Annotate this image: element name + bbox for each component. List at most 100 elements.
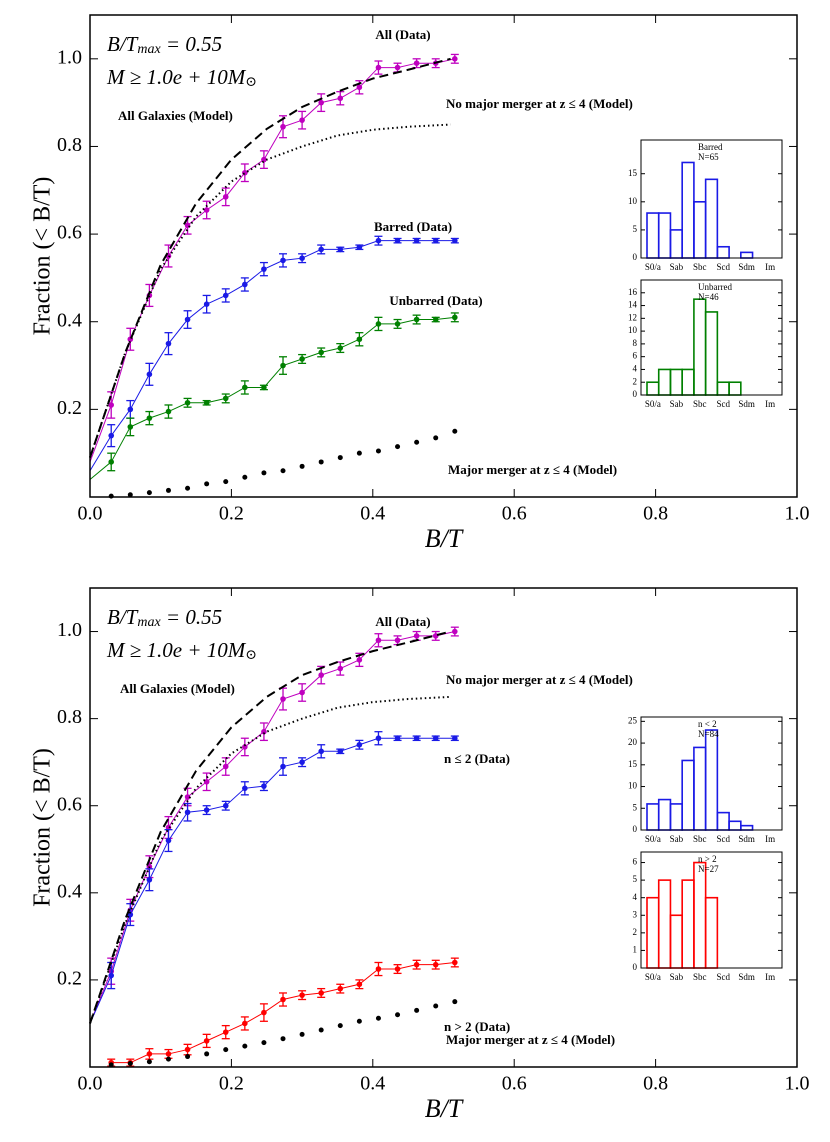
data-point: [337, 455, 343, 461]
x-tick-label: 0.4: [360, 503, 385, 525]
data-point: [165, 408, 172, 415]
data-point: [375, 1015, 381, 1021]
data-point: [299, 759, 305, 765]
annotation: M ≥ 1.0e + 10M⊙: [106, 65, 257, 91]
y-tick-label: 3: [633, 909, 638, 919]
annotation: B/Tmax = 0.55: [107, 605, 222, 631]
data-point: [127, 424, 134, 430]
y-tick-label: 4: [633, 892, 638, 902]
data-point: [452, 735, 458, 742]
x-tick-label: 0.4: [360, 1073, 385, 1095]
data-point: [432, 961, 439, 968]
x-tick-label: Sdm: [738, 399, 755, 409]
data-point: [356, 336, 363, 343]
inset-subtitle: N=65: [698, 152, 719, 162]
data-point: [261, 156, 267, 163]
y-tick-label: 1.0: [57, 619, 82, 641]
data-point: [146, 490, 152, 496]
annotation: M ≥ 1.0e + 10M⊙: [106, 638, 257, 664]
x-tick-label: Scd: [716, 262, 730, 272]
y-tick-label: 5: [633, 874, 638, 884]
data-point: [222, 802, 229, 809]
x-tick-label: Scd: [716, 972, 730, 982]
data-point: [146, 1059, 152, 1065]
data-point: [261, 783, 267, 789]
series-line: [89, 630, 451, 1024]
data-point: [280, 763, 286, 770]
inset-subtitle: N=27: [698, 864, 719, 874]
data-point: [337, 985, 344, 992]
data-point: [318, 99, 324, 106]
annotation-part: M ≥ 1.0e + 10M: [106, 65, 247, 89]
annotation-part: max: [137, 42, 161, 57]
data-point: [203, 301, 210, 308]
data-point: [165, 340, 172, 347]
data-point: [318, 672, 324, 678]
data-point: [242, 744, 248, 750]
data-point: [108, 493, 114, 499]
data-point: [242, 281, 248, 288]
y-axis-label: Fraction (< B/T): [30, 177, 56, 336]
data-point: [185, 485, 191, 491]
data-point: [280, 996, 286, 1003]
data-point: [184, 316, 191, 323]
x-tick-label: Sab: [670, 972, 684, 982]
data-point: [242, 1020, 248, 1027]
x-tick-label: 1.0: [785, 503, 810, 525]
x-tick-label: Scd: [716, 834, 730, 844]
data-point: [452, 56, 458, 62]
data-point: [108, 1062, 114, 1068]
data-point: [414, 439, 420, 445]
x-tick-label: Sbc: [693, 262, 707, 272]
data-point: [108, 432, 115, 439]
data-point: [394, 64, 401, 71]
data-point: [356, 981, 363, 988]
data-point: [433, 435, 439, 441]
data-point: [318, 246, 324, 253]
data-point: [299, 356, 305, 362]
data-point: [223, 479, 229, 485]
data-point: [222, 763, 229, 770]
inset-title: Barred: [698, 142, 723, 152]
x-tick-label: Sab: [670, 834, 684, 844]
data-point: [261, 470, 267, 476]
data-point: [203, 1038, 210, 1044]
x-tick-label: 0.2: [219, 503, 244, 525]
annotation-part: = 0.55: [161, 32, 222, 56]
annotation: B/Tmax = 0.55: [107, 32, 222, 58]
data-point: [318, 748, 324, 755]
series-line: [89, 631, 455, 1024]
data-point: [337, 748, 344, 755]
x-tick-label: S0/a: [645, 399, 661, 409]
x-tick-label: Sab: [670, 399, 684, 409]
data-point: [184, 794, 191, 800]
series-line: [89, 123, 451, 458]
data-point: [203, 399, 210, 406]
x-tick-label: Im: [765, 262, 775, 272]
data-point: [242, 785, 248, 792]
inset-title: Unbarred: [698, 282, 732, 292]
x-tick-label: Im: [765, 399, 775, 409]
data-point: [280, 362, 286, 369]
data-point: [394, 735, 401, 742]
x-tick-label: Sbc: [693, 834, 707, 844]
data-point: [337, 665, 344, 672]
data-point: [432, 237, 439, 244]
data-point: [432, 316, 439, 323]
data-point: [413, 735, 420, 742]
data-point: [242, 384, 248, 391]
data-point: [318, 459, 324, 465]
series-label: Unbarred (Data): [389, 293, 482, 308]
y-tick-label: 0: [633, 252, 638, 262]
annotation-part: B/T: [107, 32, 139, 56]
annotation-part: B/T: [107, 605, 139, 629]
data-point: [184, 1046, 191, 1053]
data-point: [165, 824, 172, 831]
data-point: [261, 384, 267, 391]
x-tick-label: Sbc: [693, 972, 707, 982]
series-label: Major merger at z ≤ 4 (Model): [446, 1032, 615, 1047]
y-tick-label: 15: [628, 759, 638, 769]
y-tick-label: 1: [633, 944, 638, 954]
annotation-part: M ≥ 1.0e + 10M: [106, 638, 247, 662]
data-point: [394, 637, 401, 644]
